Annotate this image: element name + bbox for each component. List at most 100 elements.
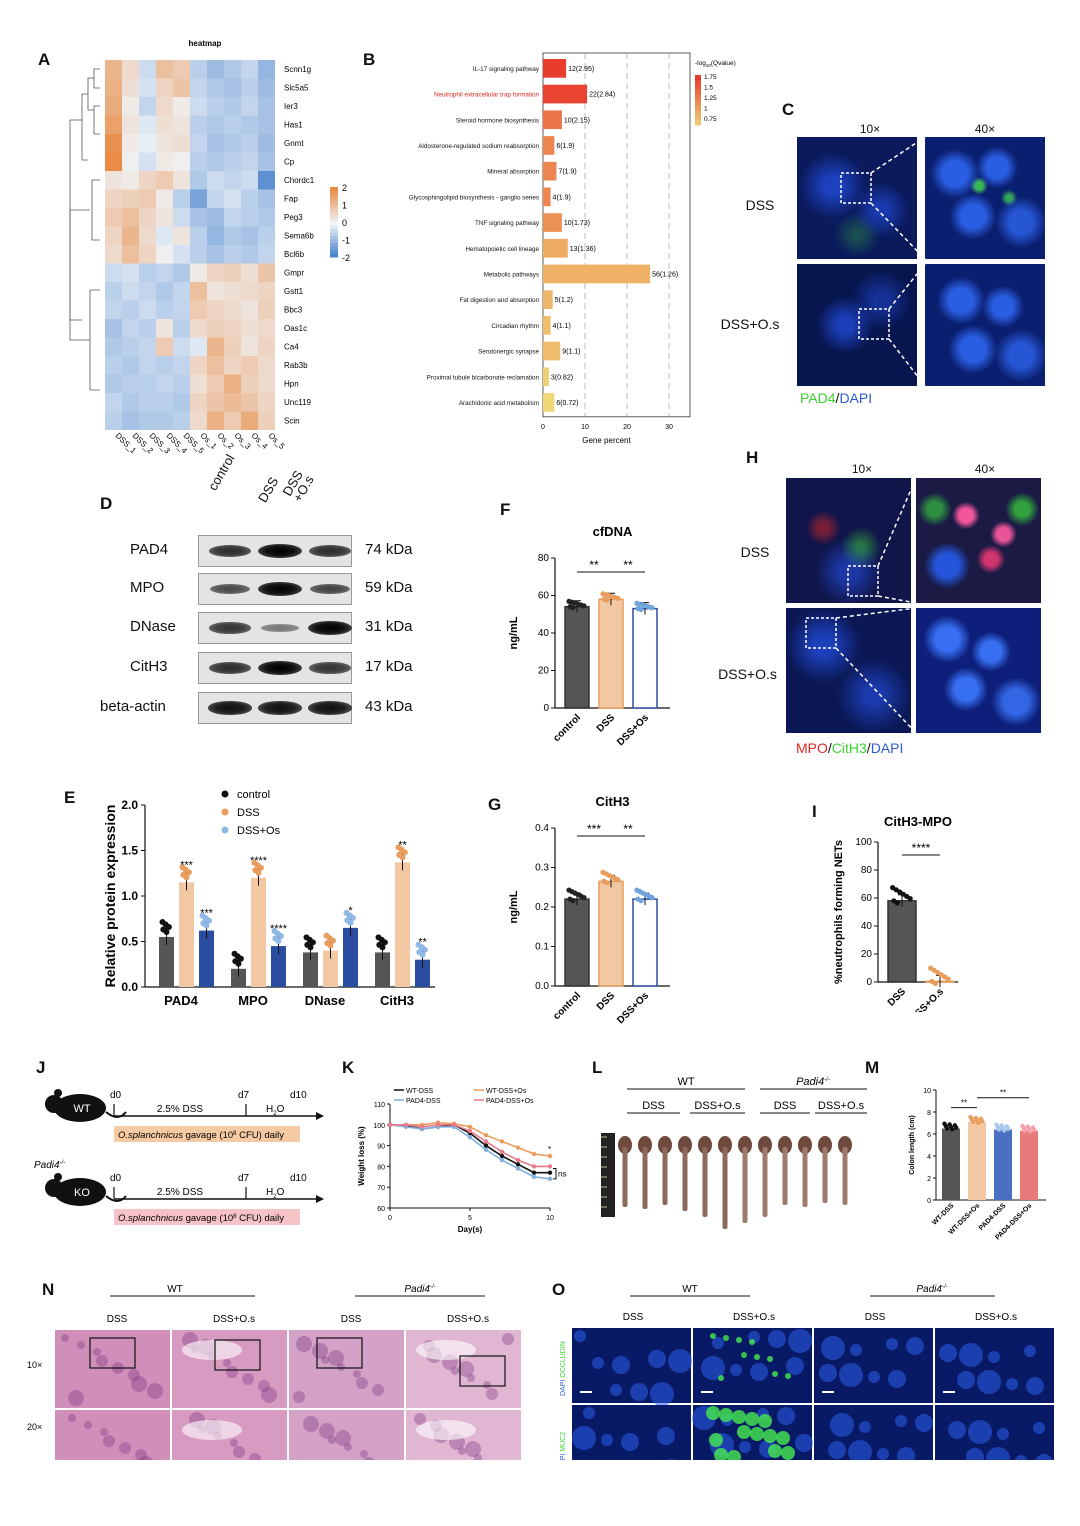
if-nuclei — [915, 1414, 933, 1432]
blot-kda-label: 17 kDa — [365, 658, 413, 675]
kegg-x-tick: 20 — [623, 424, 631, 431]
if-nuclei — [897, 1447, 915, 1460]
gavage-exponent: 8 — [233, 1214, 237, 1220]
x-tick-label: DSS — [595, 712, 618, 735]
heatmap-cell — [156, 78, 173, 97]
stain-separator: / — [835, 390, 840, 406]
heatmap-cell — [122, 300, 139, 319]
y-tick-label: 20 — [538, 666, 550, 677]
row2-stain-label-dapi: DAPI — [560, 1452, 567, 1460]
if-nuclei — [592, 1357, 604, 1369]
he-texture — [93, 1348, 101, 1356]
heatmap-cell — [139, 300, 156, 319]
ko-timeline-arrow — [316, 1195, 324, 1203]
if-green-signal — [758, 1414, 772, 1428]
kegg-pathway-name: Steroid hormone biosynthesis — [456, 117, 539, 124]
heatmap-cell — [224, 189, 241, 208]
data-point — [970, 1119, 976, 1125]
gavage-frequency: CFU) daily — [236, 1213, 284, 1224]
if-nuclei — [977, 1370, 1001, 1394]
kegg-bar-label: 13(1.36) — [570, 246, 596, 253]
ko-timeline-gavage-bar — [114, 1209, 300, 1225]
heatmap-legend-tick: 1 — [342, 201, 347, 211]
heatmap-cell — [241, 374, 258, 393]
heatmap-cell — [207, 300, 224, 319]
heatmap-legend-tick: 0 — [342, 218, 347, 228]
heatmap-legend-swatch — [330, 208, 338, 212]
kegg-pathway-name: Circadian rhythm — [491, 323, 539, 330]
he-texture — [128, 1369, 140, 1381]
wt-group-label: WT — [677, 1076, 694, 1088]
cecum — [638, 1136, 652, 1154]
sig-label: *** — [587, 822, 601, 836]
heatmap-cell — [139, 282, 156, 301]
heatmap-cell — [258, 171, 275, 190]
bar — [598, 880, 624, 987]
data-point — [347, 919, 354, 926]
he-texture — [135, 1449, 147, 1460]
x-tick-label: 10 — [546, 1215, 554, 1222]
column-label: DSS+O.s — [213, 1314, 255, 1325]
heatmap-cell — [173, 319, 190, 338]
y-tick-label: 6 — [927, 1132, 931, 1139]
ko-mouse-ear — [54, 1173, 62, 1181]
cecum — [778, 1136, 792, 1154]
chart-title: cfDNA — [593, 524, 633, 539]
blot-protein-label: PAD4 — [130, 541, 169, 558]
y-tick-label: 80 — [377, 1164, 385, 1171]
blot-row-mpo — [198, 573, 352, 605]
kegg-bar-label: 9(1.1) — [562, 349, 580, 356]
sig-label: **** — [250, 855, 268, 867]
kegg-legend-tick: 1.75 — [704, 74, 717, 81]
wt-timeline-gavage-label: O.splanchnicus gavage (108 CFU) daily — [118, 1130, 284, 1141]
heatmap-cell — [190, 300, 207, 319]
heatmap-cell — [139, 356, 156, 375]
y-tick-label: 2 — [927, 1176, 931, 1183]
if-green-signal — [732, 1410, 746, 1424]
heatmap-cell — [105, 300, 122, 319]
sig-label: **** — [270, 923, 288, 935]
blot-kda-label: 43 kDa — [365, 698, 413, 715]
bar — [632, 898, 658, 987]
panel-c-row-dss: DSS — [745, 197, 775, 213]
if-green-signal — [772, 1371, 778, 1377]
wt-group-label: WT — [682, 1284, 698, 1295]
if-nuclei — [895, 1415, 907, 1427]
if-nuclei — [877, 1448, 889, 1460]
subgroup-label: DSS+O.s — [694, 1100, 741, 1112]
data-point — [932, 980, 938, 987]
heatmap-cell — [224, 78, 241, 97]
if-nuclei — [788, 1329, 812, 1353]
data-point — [309, 939, 316, 946]
panel-label-h: H — [746, 448, 759, 467]
blot-band — [309, 662, 351, 674]
heatmap-gene-label: Gmpr — [284, 269, 304, 278]
ko-superscript: -/- — [430, 1284, 436, 1290]
data-point — [950, 1127, 955, 1132]
heatmap-cell — [190, 393, 207, 412]
data-point — [954, 1125, 959, 1130]
h2o-suffix: O — [277, 1104, 285, 1115]
heatmap-cell — [156, 152, 173, 171]
kegg-bar — [543, 213, 562, 232]
kegg-bar — [543, 264, 651, 284]
colon — [622, 1147, 628, 1207]
y-axis-label: Relative protein expression — [102, 805, 118, 988]
heatmap-cell — [241, 134, 258, 153]
legend-label: control — [237, 789, 270, 801]
if-green-signal — [737, 1425, 751, 1439]
heatmap-cell — [122, 245, 139, 264]
ko-mouse-body — [54, 1178, 106, 1206]
if-nuclei — [830, 1413, 854, 1437]
if-nuclei — [988, 1351, 1000, 1363]
blot-kda-label: 74 kDa — [365, 541, 413, 558]
row1-stain-label-dapi: DAPI — [560, 1378, 567, 1396]
heatmap-cell — [173, 393, 190, 412]
x-category-label: MPO — [238, 993, 268, 1008]
row-label-20x: 20× — [27, 1422, 42, 1432]
if-nuclei — [574, 1330, 586, 1342]
he-texture — [372, 1384, 384, 1396]
kegg-bar — [543, 341, 561, 361]
bar — [231, 968, 246, 987]
